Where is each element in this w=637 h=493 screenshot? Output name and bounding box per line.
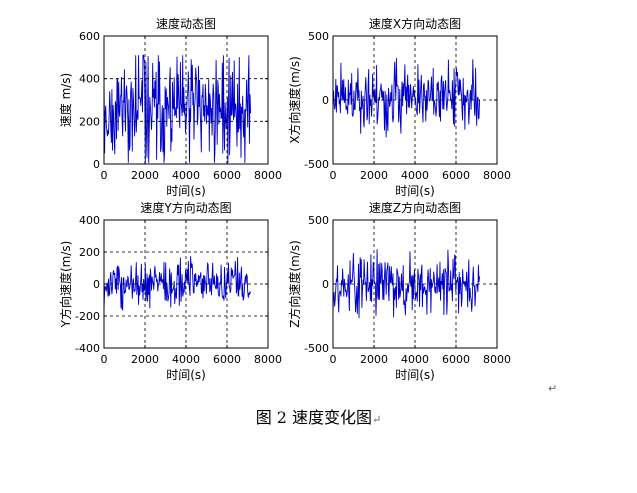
x-tick-label: 2000 <box>360 353 388 366</box>
x-tick-label: 0 <box>330 353 337 366</box>
x-tick-label: 6000 <box>442 169 470 182</box>
x-tick-label: 6000 <box>442 353 470 366</box>
chart-panel-2: 0 2000 4000 6000 8000-5000500速度X方向动态图时间(s)X方… <box>287 16 511 198</box>
chart-title: 速度Z方向动态图 <box>369 200 461 215</box>
y-tick-label: 600 <box>79 30 100 43</box>
x-tick-label: 2000 <box>131 353 159 366</box>
y-tick-label: -500 <box>304 158 329 171</box>
x-tick-label: 8000 <box>483 169 511 182</box>
x-tick-label: 4000 <box>172 353 200 366</box>
chart-title: 速度Y方向动态图 <box>140 200 231 215</box>
x-axis-label: 时间(s) <box>395 184 435 198</box>
y-tick-label: -400 <box>75 342 100 355</box>
data-series-line <box>103 54 252 163</box>
x-tick-label: 8000 <box>483 353 511 366</box>
chart-title: 速度X方向动态图 <box>369 16 461 31</box>
y-tick-label: 0 <box>93 278 100 291</box>
x-tick-label: 0 <box>330 169 337 182</box>
chart-panel-4: 0 2000 4000 6000 8000-5000500速度Z方向动态图时间(s)Z方… <box>287 200 511 382</box>
y-axis-label: 速度 m/s) <box>58 73 73 127</box>
caption-return-mark: ↵ <box>372 413 382 426</box>
y-tick-label: 500 <box>308 30 329 43</box>
y-tick-label: 200 <box>79 246 100 259</box>
y-axis-label: Z方向速度(m/s) <box>287 240 302 328</box>
x-tick-label: 6000 <box>213 353 241 366</box>
y-axis-label: X方向速度(m/s) <box>287 56 302 144</box>
x-tick-label: 6000 <box>213 169 241 182</box>
x-tick-label: 0 <box>101 353 108 366</box>
figure-caption: 图 2 速度变化图↵ <box>0 404 637 428</box>
y-tick-label: -500 <box>304 342 329 355</box>
data-series-line <box>103 256 252 311</box>
y-tick-label: 400 <box>79 214 100 227</box>
x-axis-label: 时间(s) <box>395 368 435 382</box>
y-tick-label: 200 <box>79 115 100 128</box>
data-series-line <box>332 57 481 138</box>
y-axis-label: Y方向速度(m/s) <box>58 241 73 329</box>
x-tick-label: 4000 <box>172 169 200 182</box>
y-tick-label: 0 <box>322 278 329 291</box>
x-tick-label: 8000 <box>254 169 282 182</box>
x-axis-label: 时间(s) <box>166 184 206 198</box>
y-tick-label: -200 <box>75 310 100 323</box>
x-axis-label: 时间(s) <box>166 368 206 382</box>
chart-panel-3: 0 2000 4000 6000 8000 -400 -200 0 200 400 速度Y方向动态图… <box>58 200 282 382</box>
x-tick-label: 4000 <box>401 353 429 366</box>
chart-title: 速度动态图 <box>156 16 216 31</box>
y-tick-label: 0 <box>93 158 100 171</box>
x-tick-label: 0 <box>101 169 108 182</box>
figure-caption-text: 图 2 速度变化图 <box>255 408 373 427</box>
x-tick-label: 4000 <box>401 169 429 182</box>
y-tick-label: 0 <box>322 94 329 107</box>
x-tick-label: 2000 <box>131 169 159 182</box>
x-tick-label: 8000 <box>254 353 282 366</box>
x-tick-label: 2000 <box>360 169 388 182</box>
paragraph-mark: ↵ <box>548 382 558 395</box>
data-series-line <box>332 249 481 319</box>
speed-figure: 0 2000 4000 6000 80000200400600速度动态图时间(s)速度 … <box>58 16 511 382</box>
y-tick-label: 500 <box>308 214 329 227</box>
y-tick-label: 400 <box>79 73 100 86</box>
